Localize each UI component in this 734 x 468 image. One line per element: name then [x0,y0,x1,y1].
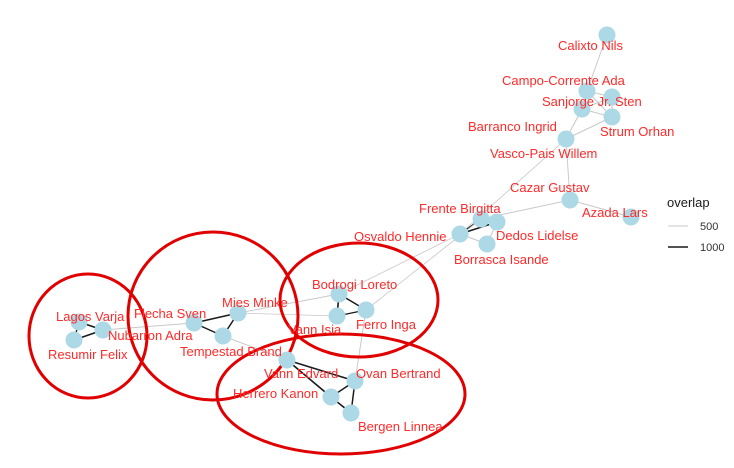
node-calixto[interactable] [598,26,616,44]
node-label-azada: Azada Lars [582,205,648,220]
node-label-barranco: Barranco Ingrid [468,119,557,134]
edge-vasco-cazar [565,138,571,201]
node-azada[interactable] [622,208,640,226]
node-label-bodrogi: Bodrogi Loreto [312,277,397,292]
node-label-strum: Strum Orhan [600,124,674,139]
edge-flecha-nubarron [102,322,195,331]
node-label-calixto: Calixto Nils [558,38,624,53]
node-label-flecha: Flecha Sven [134,306,206,321]
edge-ovan-vannedvard [286,359,356,382]
highlight-circle-1 [27,272,149,400]
node-resumir[interactable] [65,331,83,349]
node-label-campo: Campo-Corrente Ada [502,73,626,88]
edge-tempestad-vannedvard [222,335,288,361]
node-strum[interactable] [603,108,621,126]
node-label-sanjorge: Sanjorge Jr. Sten [542,94,642,109]
node-bodrogi[interactable] [330,285,348,303]
node-cazar[interactable] [561,191,579,209]
node-ovan[interactable] [346,372,364,390]
node-label-tempestad: Tempestad Brand [180,344,282,359]
node-frente[interactable] [472,210,490,228]
node-label-vannedvard: Vann Edvard [264,366,338,381]
edge-bodrogi-mies [237,293,340,314]
label-layer: Calixto Nils Campo-Corrente Ada Sanjorge J… [48,38,674,434]
node-flecha[interactable] [185,314,203,332]
edge-osvaldo-bodrogi [338,233,461,295]
node-herrero[interactable] [322,388,340,406]
edge-cazar-azada [569,199,632,218]
edge-calixto-campo [586,34,608,92]
node-label-lagos: Lagos Varja [56,309,125,324]
node-ferro[interactable] [357,301,375,319]
node-label-borrasca: Borrasca Isande [454,252,549,267]
node-bergen[interactable] [342,404,360,422]
node-label-ferro: Ferro Inga [356,317,417,332]
node-label-cazar: Cazar Gustav [510,180,590,195]
node-campo[interactable] [578,82,596,100]
legend: overlap 500 1000 [667,195,724,254]
node-sanjorge[interactable] [603,88,621,106]
node-layer [65,26,640,422]
node-label-dedos: Dedos Lidelse [496,228,578,243]
node-vasco[interactable] [557,130,575,148]
node-label-ovan: Ovan Bertrand [356,366,441,381]
highlight-circle-4 [215,332,467,456]
node-vannisia[interactable] [328,307,346,325]
highlight-circle-2 [126,230,300,402]
edge-vannisia-mies [237,312,338,317]
legend-title: overlap [667,195,710,210]
node-label-mies: Mies Minke [222,295,288,310]
node-dedos[interactable] [488,213,506,231]
node-nubarron[interactable] [94,321,112,339]
node-label-resumir: Resumir Felix [48,347,128,362]
edge-ferro-ovan [354,309,367,382]
node-label-herrero: Herrero Kanon [233,386,318,401]
edge-vannedvard-herrero [286,359,332,398]
highlight-circle-3 [278,241,440,359]
node-label-vasco: Vasco-Pais Willem [490,146,597,161]
node-tempestad[interactable] [214,327,232,345]
node-osvaldo[interactable] [451,225,469,243]
node-lagos[interactable] [70,313,88,331]
node-label-frente: Frente Birgitta [419,201,501,216]
node-label-nubarron: Nubarron Adra [108,328,193,343]
node-label-vannisia: Vann Isia [288,322,342,337]
node-mies[interactable] [229,304,247,322]
highlight-circle-layer [27,230,467,456]
node-barranco[interactable] [573,100,591,118]
node-borrasca[interactable] [478,235,496,253]
node-vannedvard[interactable] [278,351,296,369]
node-label-bergen: Bergen Linnea [358,419,443,434]
legend-label-500: 500 [700,221,718,233]
legend-label-1000: 1000 [700,242,724,254]
node-label-osvaldo: Osvaldo Hennie [354,229,447,244]
